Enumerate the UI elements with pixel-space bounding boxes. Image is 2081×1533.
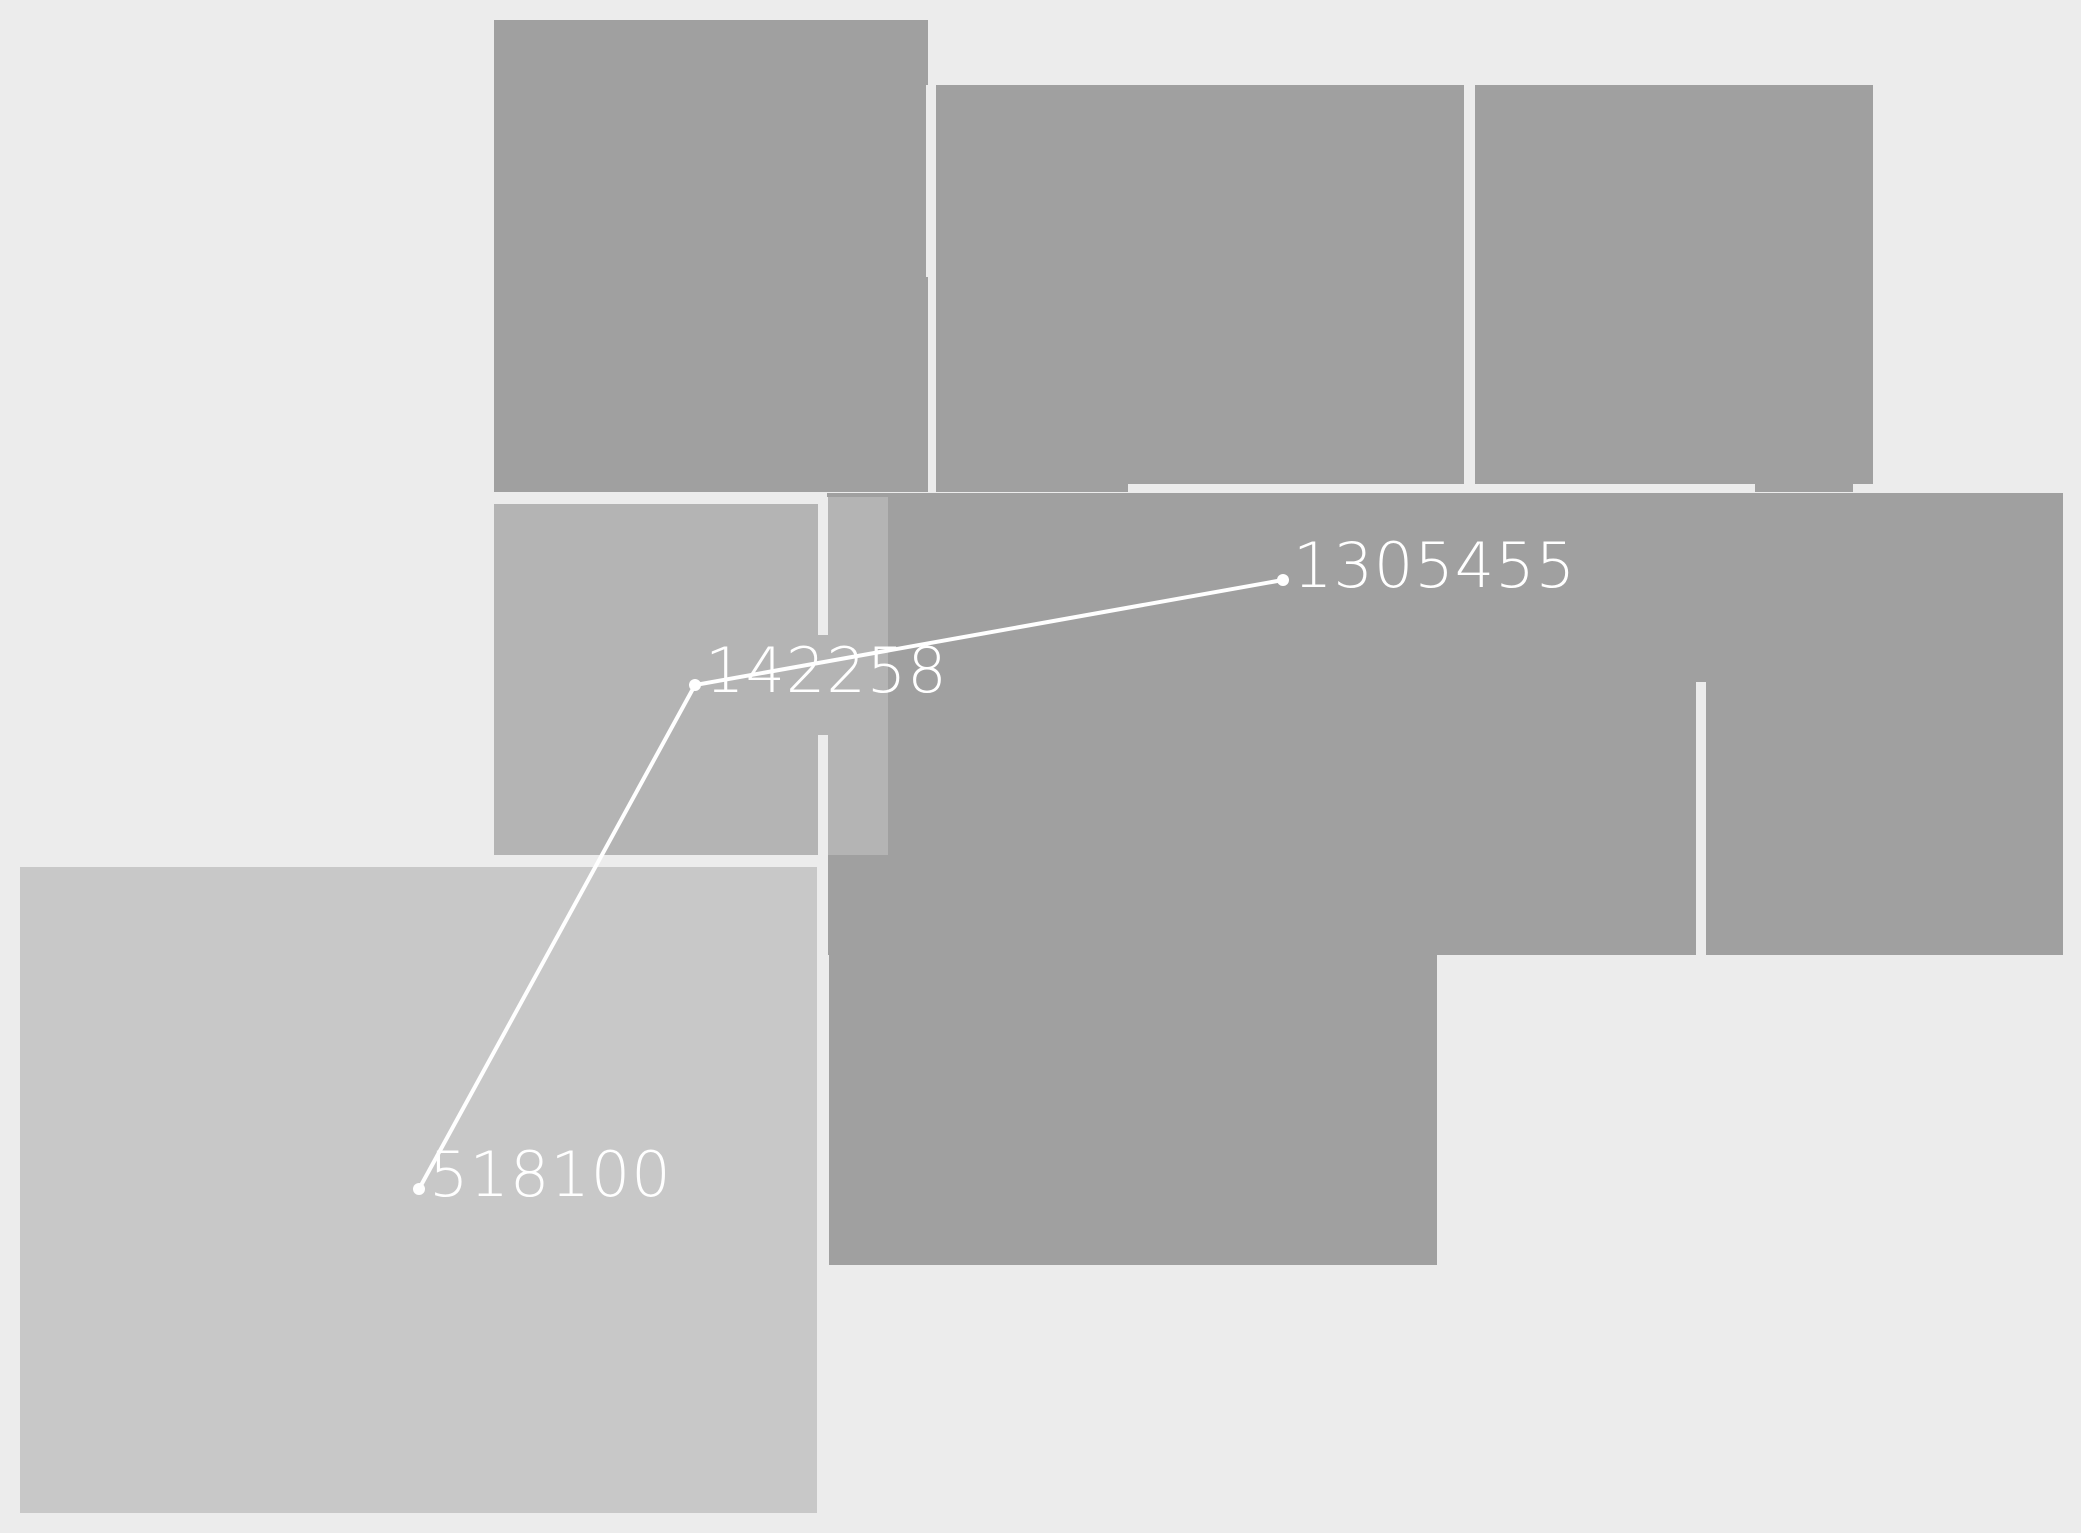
region-dark <box>494 20 2063 1265</box>
room-top-middle[interactable] <box>936 85 1464 492</box>
point-label: 1305455 <box>1293 529 1576 602</box>
room-center[interactable] <box>827 493 1705 955</box>
map-point-1[interactable]: 1305455 <box>1277 529 1576 602</box>
room-top-left[interactable] <box>494 20 928 492</box>
point-label: 142258 <box>705 634 948 707</box>
room-bottom[interactable] <box>829 955 1437 1265</box>
route-node-icon <box>1277 574 1289 586</box>
room-top-right[interactable] <box>1475 85 1873 492</box>
map-point-2[interactable]: 142258 <box>689 634 948 707</box>
point-label: 518100 <box>429 1138 672 1211</box>
route-node-icon <box>689 679 701 691</box>
room-right[interactable] <box>1705 493 2063 955</box>
map-point-3[interactable]: 518100 <box>413 1138 672 1211</box>
walls <box>494 85 1878 1277</box>
route-node-icon <box>413 1183 425 1195</box>
